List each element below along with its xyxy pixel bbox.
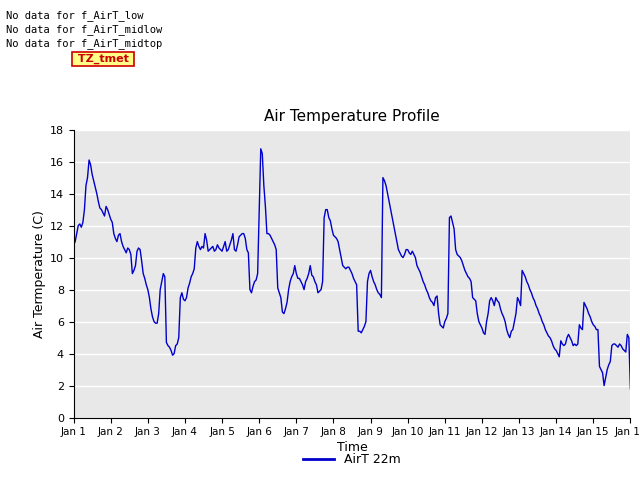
Y-axis label: Air Termperature (C): Air Termperature (C) xyxy=(33,210,45,337)
Text: No data for f_AirT_low: No data for f_AirT_low xyxy=(6,10,144,21)
Text: No data for f_AirT_midlow: No data for f_AirT_midlow xyxy=(6,24,163,35)
Legend: AirT 22m: AirT 22m xyxy=(298,448,406,471)
Text: No data for f_AirT_midtop: No data for f_AirT_midtop xyxy=(6,38,163,49)
X-axis label: Time: Time xyxy=(337,442,367,455)
Text: TZ_tmet: TZ_tmet xyxy=(74,54,132,64)
Title: Air Temperature Profile: Air Temperature Profile xyxy=(264,109,440,124)
